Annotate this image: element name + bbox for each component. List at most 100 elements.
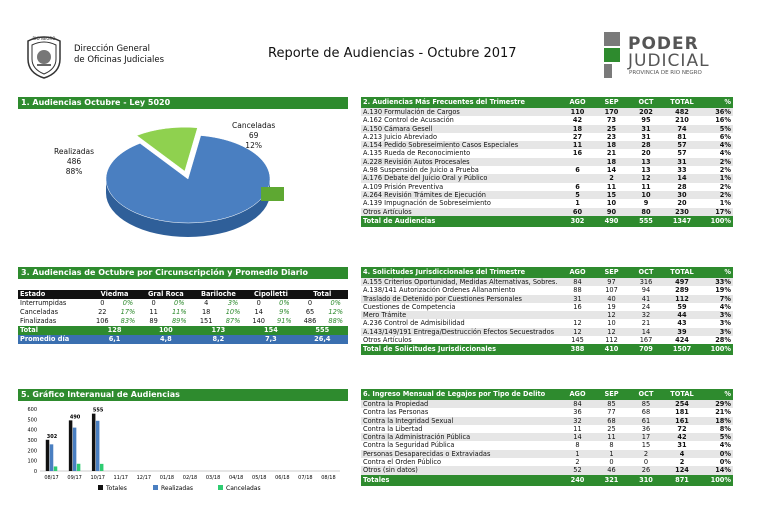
row-label: A.228 Revisión Autos Procesales <box>361 157 561 167</box>
row-cell: 0% <box>330 299 341 307</box>
pj-mark-icon <box>604 32 620 78</box>
row-cell: 15 <box>641 441 651 450</box>
row-cell: 0 <box>100 299 105 307</box>
row-cell: 42 <box>663 433 701 442</box>
row-label: Contra la Administración Pública <box>361 433 561 442</box>
row-cell: 5 <box>561 190 594 200</box>
section4-title: 4. Solicitudes Jurisdiccionales del Trim… <box>361 267 561 278</box>
table-row: Otros Artículos 60 90 80 230 17% <box>361 207 733 216</box>
row-cell: 14 <box>663 174 701 183</box>
row-cell: 25 <box>594 124 629 133</box>
row-cell: 68 <box>594 416 629 425</box>
row-cell: 40 <box>594 294 629 303</box>
row-cell: 12 <box>573 319 582 328</box>
total-cell: 302 <box>561 215 594 227</box>
row-cell: 210 <box>675 116 689 125</box>
row-cell <box>561 174 594 183</box>
row-cell: 13 <box>641 166 651 175</box>
x-tick-label: 08/17 <box>44 475 58 481</box>
row-cell: 12 <box>594 327 629 337</box>
row-cell: 1 <box>594 449 629 459</box>
row-cell: 4% <box>719 302 731 311</box>
row-cell: 112 <box>605 336 618 345</box>
col-cipolletti: Cipolletti <box>253 290 288 298</box>
row-label: Otros Artículos <box>363 336 412 345</box>
row-cell: 140 <box>252 317 265 325</box>
row-cell: 43 <box>677 319 687 328</box>
row-cell: 254 <box>663 400 701 409</box>
row-cell: 36 <box>641 424 651 433</box>
row-cell: 6 <box>575 166 580 175</box>
row-label: Personas Desaparecidas o Extraviadas <box>361 449 561 459</box>
x-tick-label: 11/17 <box>114 475 128 481</box>
row-cell: 230 <box>663 207 701 216</box>
total-cell: 310 <box>629 474 663 486</box>
table-row: Traslado de Detenido por Cuestiones Pers… <box>361 294 733 303</box>
page-title: Reporte de Audiencias - Octubre 2017 <box>268 46 517 61</box>
table-row: Personas Desaparecidas o Extraviadas 1 1 2 4… <box>361 449 733 459</box>
table-row: Contra las Personas 36 77 68 181 21% <box>361 408 733 416</box>
x-tick-label: 06/18 <box>275 475 289 481</box>
row-label: Contra la Libertad <box>363 424 423 433</box>
x-tick-label: 09/17 <box>67 475 81 481</box>
section3-title: 3. Audiencias de Octubre por Circunscrip… <box>18 267 348 279</box>
row-cell: 7% <box>701 294 733 303</box>
row-cell: 23 <box>606 132 617 141</box>
logo-text-judicial: JUDICIAL <box>628 51 710 71</box>
row-cell: 4 <box>204 299 209 307</box>
row-cell: 21 <box>606 149 617 158</box>
row-cell: 10 <box>629 190 663 200</box>
row-cell: 20 <box>677 199 687 208</box>
row-label: Mero Trámite <box>361 311 561 320</box>
table-row: A.236 Control de Admisibilidad 12 10 21 43 3% <box>361 319 733 327</box>
row-cell: 15 <box>594 190 629 200</box>
row-cell: 18% <box>701 416 733 425</box>
section6: 6. Ingreso Mensual de Legajos por Tipo d… <box>361 389 733 486</box>
row-cell: 14 <box>254 308 263 316</box>
row-cell: 3% <box>227 299 239 307</box>
row-cell: 12 <box>629 174 663 183</box>
pie-slice-edge <box>261 187 284 201</box>
row-cell: 88 <box>573 286 582 295</box>
table-header-row: 6. Ingreso Mensual de Legajos por Tipo d… <box>361 389 733 400</box>
row-cell: 4 <box>663 449 701 459</box>
row-cell: 0% <box>279 299 290 307</box>
row-cell: 482 <box>663 108 701 117</box>
jurisdictional-requests-table: 4. Solicitudes Jurisdiccionales del Trim… <box>361 267 733 356</box>
row-label: Contra la Integridad Sexual <box>361 416 561 425</box>
pie-slice-realizadas <box>105 135 271 224</box>
bar-realizadas <box>49 444 54 471</box>
row-cell: 12 <box>561 327 594 337</box>
table-row: Contra el Orden Público 2 0 0 2 0% <box>361 458 733 466</box>
legend-swatch <box>153 485 158 490</box>
row-cell: 181 <box>675 408 689 417</box>
row-cell <box>561 311 594 320</box>
circunscription-table: Estado Viedma Gral Roca Bariloche Cipoll… <box>18 290 348 344</box>
y-tick-label: 600 <box>27 407 37 413</box>
row-label: Contra la Seguridad Pública <box>363 441 455 450</box>
row-cell: 57 <box>663 141 701 150</box>
col-sep: SEP <box>594 97 629 108</box>
row-cell: Interrumpidas <box>20 299 67 307</box>
row-cell: 33 <box>677 166 687 175</box>
row-cell: 17 <box>629 433 663 442</box>
y-tick-label: 500 <box>27 417 37 423</box>
row-label: Traslado de Detenido por Cuestiones Pers… <box>361 294 561 303</box>
col-pct: % <box>701 97 733 108</box>
row-cell: 77 <box>607 408 616 417</box>
row-label: A.213 Juicio Abreviado <box>363 132 438 141</box>
row-cell: 44 <box>663 311 701 320</box>
canceladas-label: Canceladas <box>232 121 276 130</box>
row-cell: 2 <box>594 174 629 183</box>
bar-canceladas <box>99 463 104 471</box>
row-label: A.162 Control de Acusación <box>363 116 454 125</box>
table-row: A.130 Formulación de Cargos 110 170 202 482 3… <box>361 108 733 117</box>
row-cell: 22 <box>98 308 107 316</box>
row-cell: 21% <box>715 408 731 417</box>
row-cell: 68 <box>641 408 651 417</box>
row-cell: 145 <box>571 336 584 345</box>
table-total-row: Totales 240 321 310 871 100% <box>361 474 733 486</box>
row-cell: 497 <box>663 278 701 287</box>
bar-canceladas <box>53 466 58 471</box>
row-cell: 2 <box>629 449 663 459</box>
